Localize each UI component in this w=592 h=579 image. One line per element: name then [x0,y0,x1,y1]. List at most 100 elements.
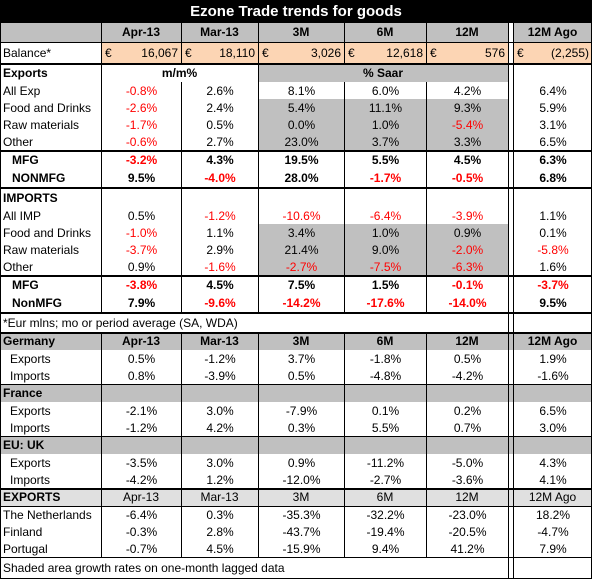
column-header: 12M Ago [528,490,577,504]
row-label: MFG [12,153,39,167]
value-cell: -0.1% [451,278,484,292]
footnote: Shaded area growth rates on one-month la… [0,558,508,578]
value-cell: 9.5% [127,171,156,185]
value-cell: -2.1% [125,403,158,418]
value-cell: 9.5% [539,296,567,310]
value-cell: 9.0% [345,241,426,258]
value-cell: 1.1% [539,208,567,223]
column-header: 12M [455,490,479,504]
value-cell: 4.2% [453,83,482,98]
value-cell: 3.0% [206,403,234,418]
value-cell: 6.5% [539,134,567,149]
value-cell: -1.6% [204,259,236,274]
value-cell: 4.1% [539,472,567,487]
value-cell: 0.3% [206,507,234,522]
value-cell: 5.5% [371,420,400,435]
grid-line [426,22,427,63]
value-cell: 11.1% [345,99,426,116]
value-cell: -1.8% [369,351,402,366]
value-cell: 4.5% [453,153,482,167]
value-cell: 0.7% [453,420,482,435]
grid-line [0,22,592,23]
value-cell: -7.9% [285,403,318,418]
value-cell: -0.5% [451,171,484,185]
value-cell: 6.4% [539,83,567,98]
value-cell: -3.6% [451,472,484,487]
grid-line [181,333,182,557]
country-name: Germany [3,334,56,348]
value-cell: -4.2% [125,472,158,487]
value-cell: 0.1% [371,403,400,418]
grid-line [0,22,1,579]
value-cell: -10.6% [282,208,321,223]
value-cell: -1.7% [125,117,158,132]
grid-line [0,312,592,314]
column-header: 3M [258,22,344,42]
grid-line [426,82,427,313]
section-label: Exports [3,65,48,80]
value-cell: -4.7% [537,524,569,539]
grid-line [0,506,592,507]
value-cell: 7.9% [539,541,567,556]
grid-line [344,82,345,313]
value-cell: 7.9% [127,296,156,310]
value-cell: -3.2% [125,153,158,167]
header-cell [0,22,101,42]
value-cell: -2.0% [427,241,508,258]
column-header: 6M [376,490,394,504]
row-label: MFG [12,278,39,292]
value-cell: -4.0% [204,171,236,185]
country-name: France [3,386,43,400]
value-cell: -5.4% [427,116,508,133]
grid-line [101,63,102,82]
value-cell: -32.2% [366,507,405,522]
group-header: m/m% [101,63,258,82]
grid-line [101,333,102,557]
value-cell: 3.7% [287,351,316,366]
value-cell: 6.5% [539,403,567,418]
value-cell: 0.9% [127,259,156,274]
column-header: 12M Ago [513,22,592,42]
row-label: All Exp [3,83,41,98]
value-cell: -1.6% [537,368,569,383]
value-cell: -3.7% [125,242,158,257]
value-cell: 1.2% [206,472,234,487]
value-cell: -4.8% [369,368,402,383]
column-header: Mar-13 [200,490,239,504]
value-cell: -35.3% [282,507,321,522]
country-row [0,436,592,454]
value-cell: -23.0% [448,507,487,522]
column-header: 12M [426,22,508,42]
value-cell: -14.2% [282,296,321,310]
value-cell: -4.2% [451,368,484,383]
value-cell: -9.6% [204,296,236,310]
row-label: Exports [10,351,51,366]
value-cell: 0.0% [259,116,344,133]
value-cell: 2.7% [206,134,234,149]
value-cell: 0.2% [453,403,482,418]
currency: € [427,42,508,63]
balance-value: 3,026 [310,45,341,60]
exports-header-row [0,488,592,506]
value-cell: 0.5% [453,351,482,366]
grid-line [0,436,592,437]
grid-line [426,333,427,557]
value-cell: -3.9% [204,368,236,383]
value-cell: 4.2% [206,420,234,435]
column-header: Mar-13 [200,334,239,348]
column-header: 3M [292,334,310,348]
value-cell: 4.5% [206,278,234,292]
value-cell: -6.4% [125,507,158,522]
value-cell: -1.2% [204,351,236,366]
value-cell: -5.8% [537,242,569,257]
grid-line [181,82,182,313]
value-cell: -1.0% [125,225,158,240]
grid-line [0,488,592,490]
grid-line [344,22,345,63]
row-label: Other [3,259,34,274]
value-cell: 21.4% [259,241,344,258]
value-cell: 3.7% [345,133,426,150]
grid-line [258,22,259,63]
section-label: IMPORTS [3,190,58,205]
